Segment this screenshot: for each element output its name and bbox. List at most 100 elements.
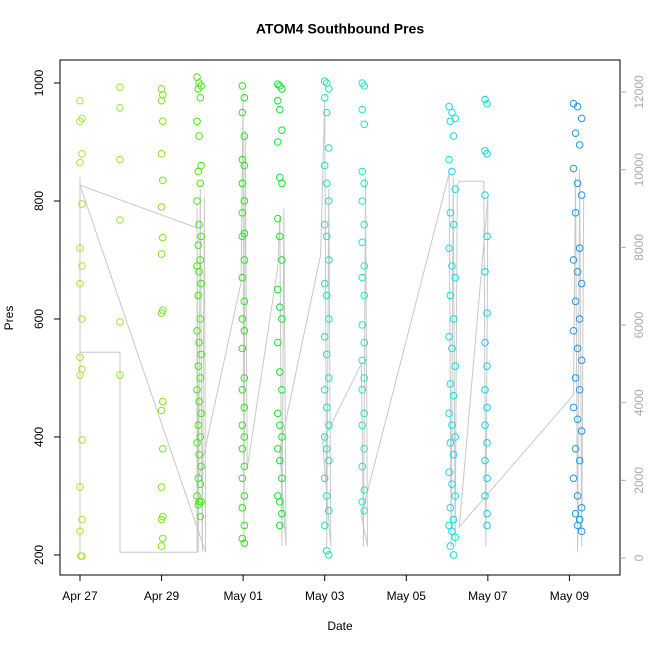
point bbox=[320, 279, 329, 288]
point bbox=[481, 338, 489, 347]
point bbox=[320, 161, 329, 170]
y2-tick-label: 0 bbox=[632, 554, 646, 561]
point bbox=[446, 208, 455, 217]
point bbox=[360, 338, 369, 347]
point bbox=[116, 103, 124, 112]
point bbox=[197, 409, 205, 418]
point bbox=[194, 167, 203, 176]
point bbox=[448, 344, 456, 353]
point bbox=[238, 444, 247, 453]
point bbox=[575, 456, 584, 465]
y-tick-label: 1000 bbox=[32, 69, 46, 96]
point bbox=[240, 161, 249, 170]
point bbox=[320, 521, 329, 530]
point bbox=[446, 542, 455, 550]
point bbox=[481, 492, 489, 500]
point bbox=[157, 483, 166, 491]
point bbox=[193, 439, 201, 447]
point bbox=[240, 403, 249, 412]
point bbox=[240, 256, 249, 264]
point bbox=[324, 374, 333, 382]
point bbox=[358, 421, 367, 429]
point bbox=[278, 179, 286, 188]
point bbox=[197, 350, 205, 359]
point bbox=[195, 338, 203, 347]
point bbox=[320, 93, 329, 102]
point bbox=[276, 521, 284, 530]
point bbox=[194, 291, 203, 300]
point bbox=[360, 506, 369, 515]
point bbox=[324, 506, 333, 515]
point bbox=[274, 96, 282, 105]
point bbox=[483, 362, 491, 370]
x-tick-label: May 09 bbox=[550, 589, 590, 603]
point bbox=[449, 220, 458, 229]
point bbox=[76, 353, 84, 362]
point bbox=[573, 521, 582, 530]
point bbox=[278, 126, 286, 135]
point bbox=[445, 409, 453, 418]
point bbox=[573, 102, 582, 111]
point bbox=[240, 374, 249, 382]
point bbox=[575, 385, 584, 394]
point bbox=[445, 332, 453, 341]
point bbox=[193, 197, 201, 205]
point bbox=[575, 244, 584, 252]
point bbox=[360, 179, 369, 188]
point bbox=[448, 108, 456, 117]
point bbox=[238, 315, 247, 323]
point bbox=[573, 344, 582, 353]
point bbox=[481, 191, 489, 199]
point bbox=[483, 403, 491, 412]
point bbox=[320, 332, 329, 341]
y-tick-label: 800 bbox=[32, 191, 46, 211]
point bbox=[76, 371, 84, 379]
point bbox=[360, 262, 369, 270]
point bbox=[278, 315, 286, 323]
point bbox=[238, 208, 247, 217]
point bbox=[195, 132, 203, 140]
point bbox=[577, 356, 586, 365]
point bbox=[449, 515, 458, 524]
y2-tick-label: 4000 bbox=[632, 389, 646, 416]
point bbox=[451, 362, 460, 370]
point bbox=[324, 256, 333, 264]
point bbox=[238, 179, 247, 188]
point bbox=[449, 450, 458, 459]
point bbox=[196, 433, 205, 441]
point bbox=[451, 433, 460, 441]
point bbox=[448, 167, 456, 176]
point bbox=[240, 93, 249, 102]
point bbox=[274, 409, 282, 418]
point bbox=[577, 191, 586, 199]
point bbox=[322, 179, 331, 188]
point bbox=[483, 232, 491, 241]
point bbox=[76, 527, 84, 536]
y2-tick-label: 8000 bbox=[632, 234, 646, 261]
point bbox=[445, 468, 453, 477]
point bbox=[193, 326, 201, 335]
point bbox=[320, 77, 329, 86]
point bbox=[320, 220, 329, 229]
point bbox=[158, 534, 167, 543]
point bbox=[571, 297, 580, 306]
point bbox=[449, 315, 458, 323]
point bbox=[276, 232, 284, 241]
point bbox=[358, 197, 367, 205]
y-axis-label: Pres bbox=[2, 306, 16, 331]
point bbox=[569, 164, 578, 173]
point bbox=[577, 527, 586, 536]
point bbox=[358, 105, 367, 114]
point bbox=[451, 185, 460, 193]
point bbox=[449, 551, 458, 559]
point bbox=[571, 444, 580, 453]
point bbox=[116, 371, 124, 379]
point bbox=[194, 421, 203, 429]
point bbox=[78, 315, 86, 323]
point bbox=[451, 273, 460, 282]
point bbox=[238, 503, 247, 512]
point bbox=[445, 521, 453, 530]
point bbox=[157, 96, 166, 105]
point bbox=[158, 397, 167, 406]
point bbox=[157, 309, 166, 317]
